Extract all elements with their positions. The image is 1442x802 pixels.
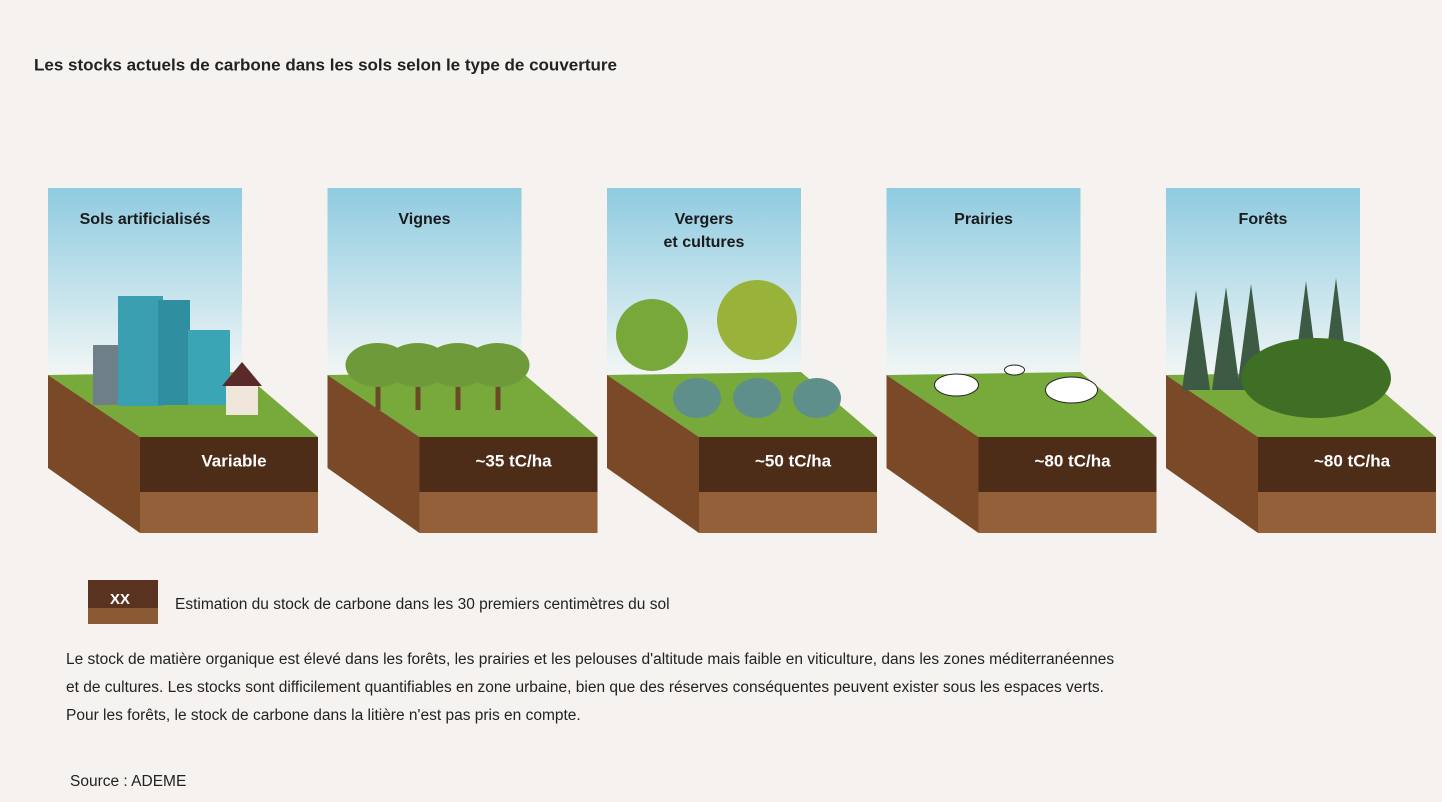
soil-side (48, 375, 140, 533)
trunk (415, 375, 421, 410)
panel: Sols artificialisés Variable (48, 188, 318, 533)
panel-value: ~50 tC/ha (755, 451, 832, 470)
building (118, 296, 163, 406)
legend-swatch-label: XX (110, 591, 130, 608)
panel-value: Variable (201, 451, 266, 470)
house (226, 385, 258, 415)
bush (673, 378, 721, 418)
cow (1045, 376, 1098, 404)
panel-label: Forêts (1239, 211, 1288, 228)
cow (934, 373, 979, 397)
bush (733, 378, 781, 418)
carbon-layer (1258, 437, 1436, 492)
source: Source : ADEME (70, 773, 186, 790)
vine (465, 343, 530, 387)
carbon-layer (978, 437, 1157, 492)
panel-value: ~80 tC/ha (1314, 451, 1391, 470)
panel: Vignes ~35 tC/ha (327, 188, 598, 533)
tree (717, 280, 797, 360)
description-line: Pour les forêts, le stock de carbone dan… (66, 707, 581, 724)
soil-side (607, 375, 699, 533)
description-line: Le stock de matière organique est élevé … (66, 651, 1114, 668)
bush (793, 378, 841, 418)
description-line: et de cultures. Les stocks sont difficil… (66, 679, 1104, 696)
panel-value: ~35 tC/ha (475, 451, 552, 470)
panel: Prairies ~80 tC/ha (886, 188, 1157, 533)
trunk (375, 375, 381, 410)
panel-value: ~80 tC/ha (1034, 451, 1111, 470)
carbon-layer (419, 437, 598, 492)
panel-label: Vergers (675, 211, 734, 228)
panel: Forêts ~80 tC/ha (1166, 188, 1436, 533)
panel-label: Prairies (954, 211, 1013, 228)
soil-side (327, 375, 420, 533)
soil-side (1166, 375, 1258, 533)
carbon-layer (140, 437, 318, 492)
roof (222, 362, 262, 386)
legend-text: Estimation du stock de carbone dans les … (175, 596, 670, 613)
legend-swatch-lower (88, 608, 158, 624)
carbon-layer (699, 437, 877, 492)
soil-side (886, 375, 979, 533)
panel-label: et cultures (664, 234, 745, 251)
trunk (495, 375, 501, 410)
conifer (1212, 287, 1240, 390)
building (158, 300, 190, 405)
tree (616, 299, 688, 371)
trunk (455, 375, 461, 410)
conifer (1182, 290, 1210, 390)
sky (886, 188, 1081, 380)
cow (1004, 364, 1025, 376)
ground-top (327, 372, 598, 437)
panel-label: Sols artificialisés (80, 211, 211, 228)
title: Les stocks actuels de carbone dans les s… (34, 55, 617, 74)
panel: Vergers et cultures ~50 tC/ha (607, 188, 877, 533)
panel-label: Vignes (398, 211, 450, 228)
building (188, 330, 230, 405)
canopy (1241, 338, 1391, 418)
panels: Sols artificialisés Variable Vignes ~35 tC/… (48, 188, 1436, 533)
